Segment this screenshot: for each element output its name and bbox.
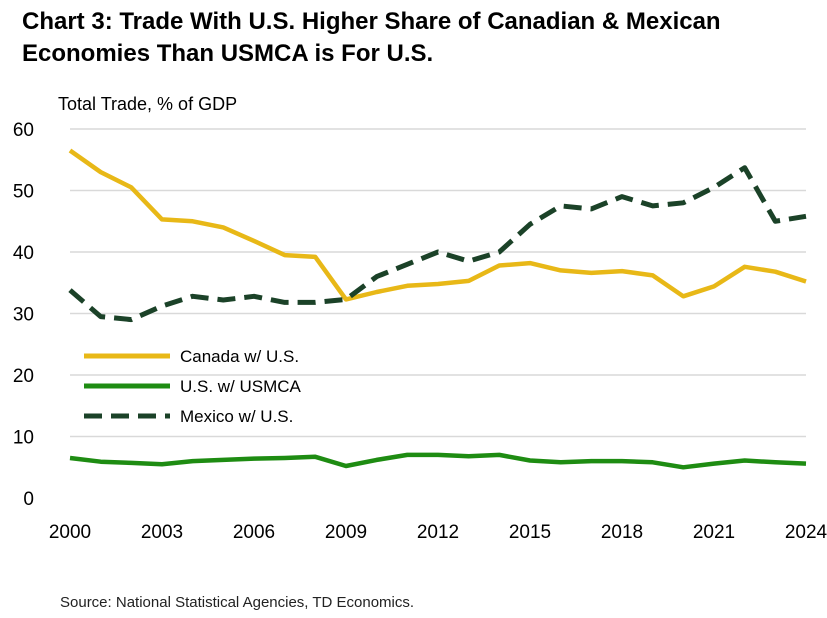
gridlines (70, 128, 806, 438)
x-tick-label: 2003 (141, 522, 183, 543)
x-tick-label: 2012 (417, 522, 459, 543)
y-axis-label: Total Trade, % of GDP (58, 94, 237, 114)
x-tick-label: 2015 (509, 522, 551, 543)
x-tick-label: 2006 (233, 522, 275, 543)
x-axis-ticks: 2000 2003 2006 2009 2012 2015 2018 2021 2024 (49, 522, 827, 543)
series-line-canada-w-u-s (68, 148, 807, 302)
y-tick-label: 40 (13, 243, 34, 264)
y-tick-label: 30 (13, 305, 34, 326)
x-tick-label: 2021 (693, 522, 735, 543)
x-tick-label: 2018 (601, 522, 643, 543)
series-lines (68, 148, 807, 470)
legend-label: U.S. w/ USMCA (180, 377, 302, 396)
series-line-mexico-w-u-s (68, 165, 807, 323)
y-tick-label: 60 (13, 120, 34, 141)
legend-label: Mexico w/ U.S. (180, 407, 293, 426)
y-axis-ticks: 0 10 20 30 40 50 60 (13, 120, 34, 510)
x-tick-label: 2000 (49, 522, 91, 543)
legend: Canada w/ U.S. U.S. w/ USMCA Mexico w/ U.S… (84, 347, 302, 426)
series-line-u-s-w-usmca (69, 452, 807, 470)
y-tick-label: 20 (13, 366, 34, 387)
y-tick-label: 50 (13, 182, 34, 203)
x-tick-label: 2024 (785, 522, 827, 543)
chart-title: Chart 3: Trade With U.S. Higher Share of… (22, 8, 721, 67)
legend-label: Canada w/ U.S. (180, 347, 299, 366)
source-note: Source: National Statistical Agencies, T… (60, 594, 415, 611)
x-tick-label: 2009 (325, 522, 367, 543)
y-tick-label: 10 (13, 428, 34, 449)
y-tick-label: 0 (23, 489, 34, 510)
